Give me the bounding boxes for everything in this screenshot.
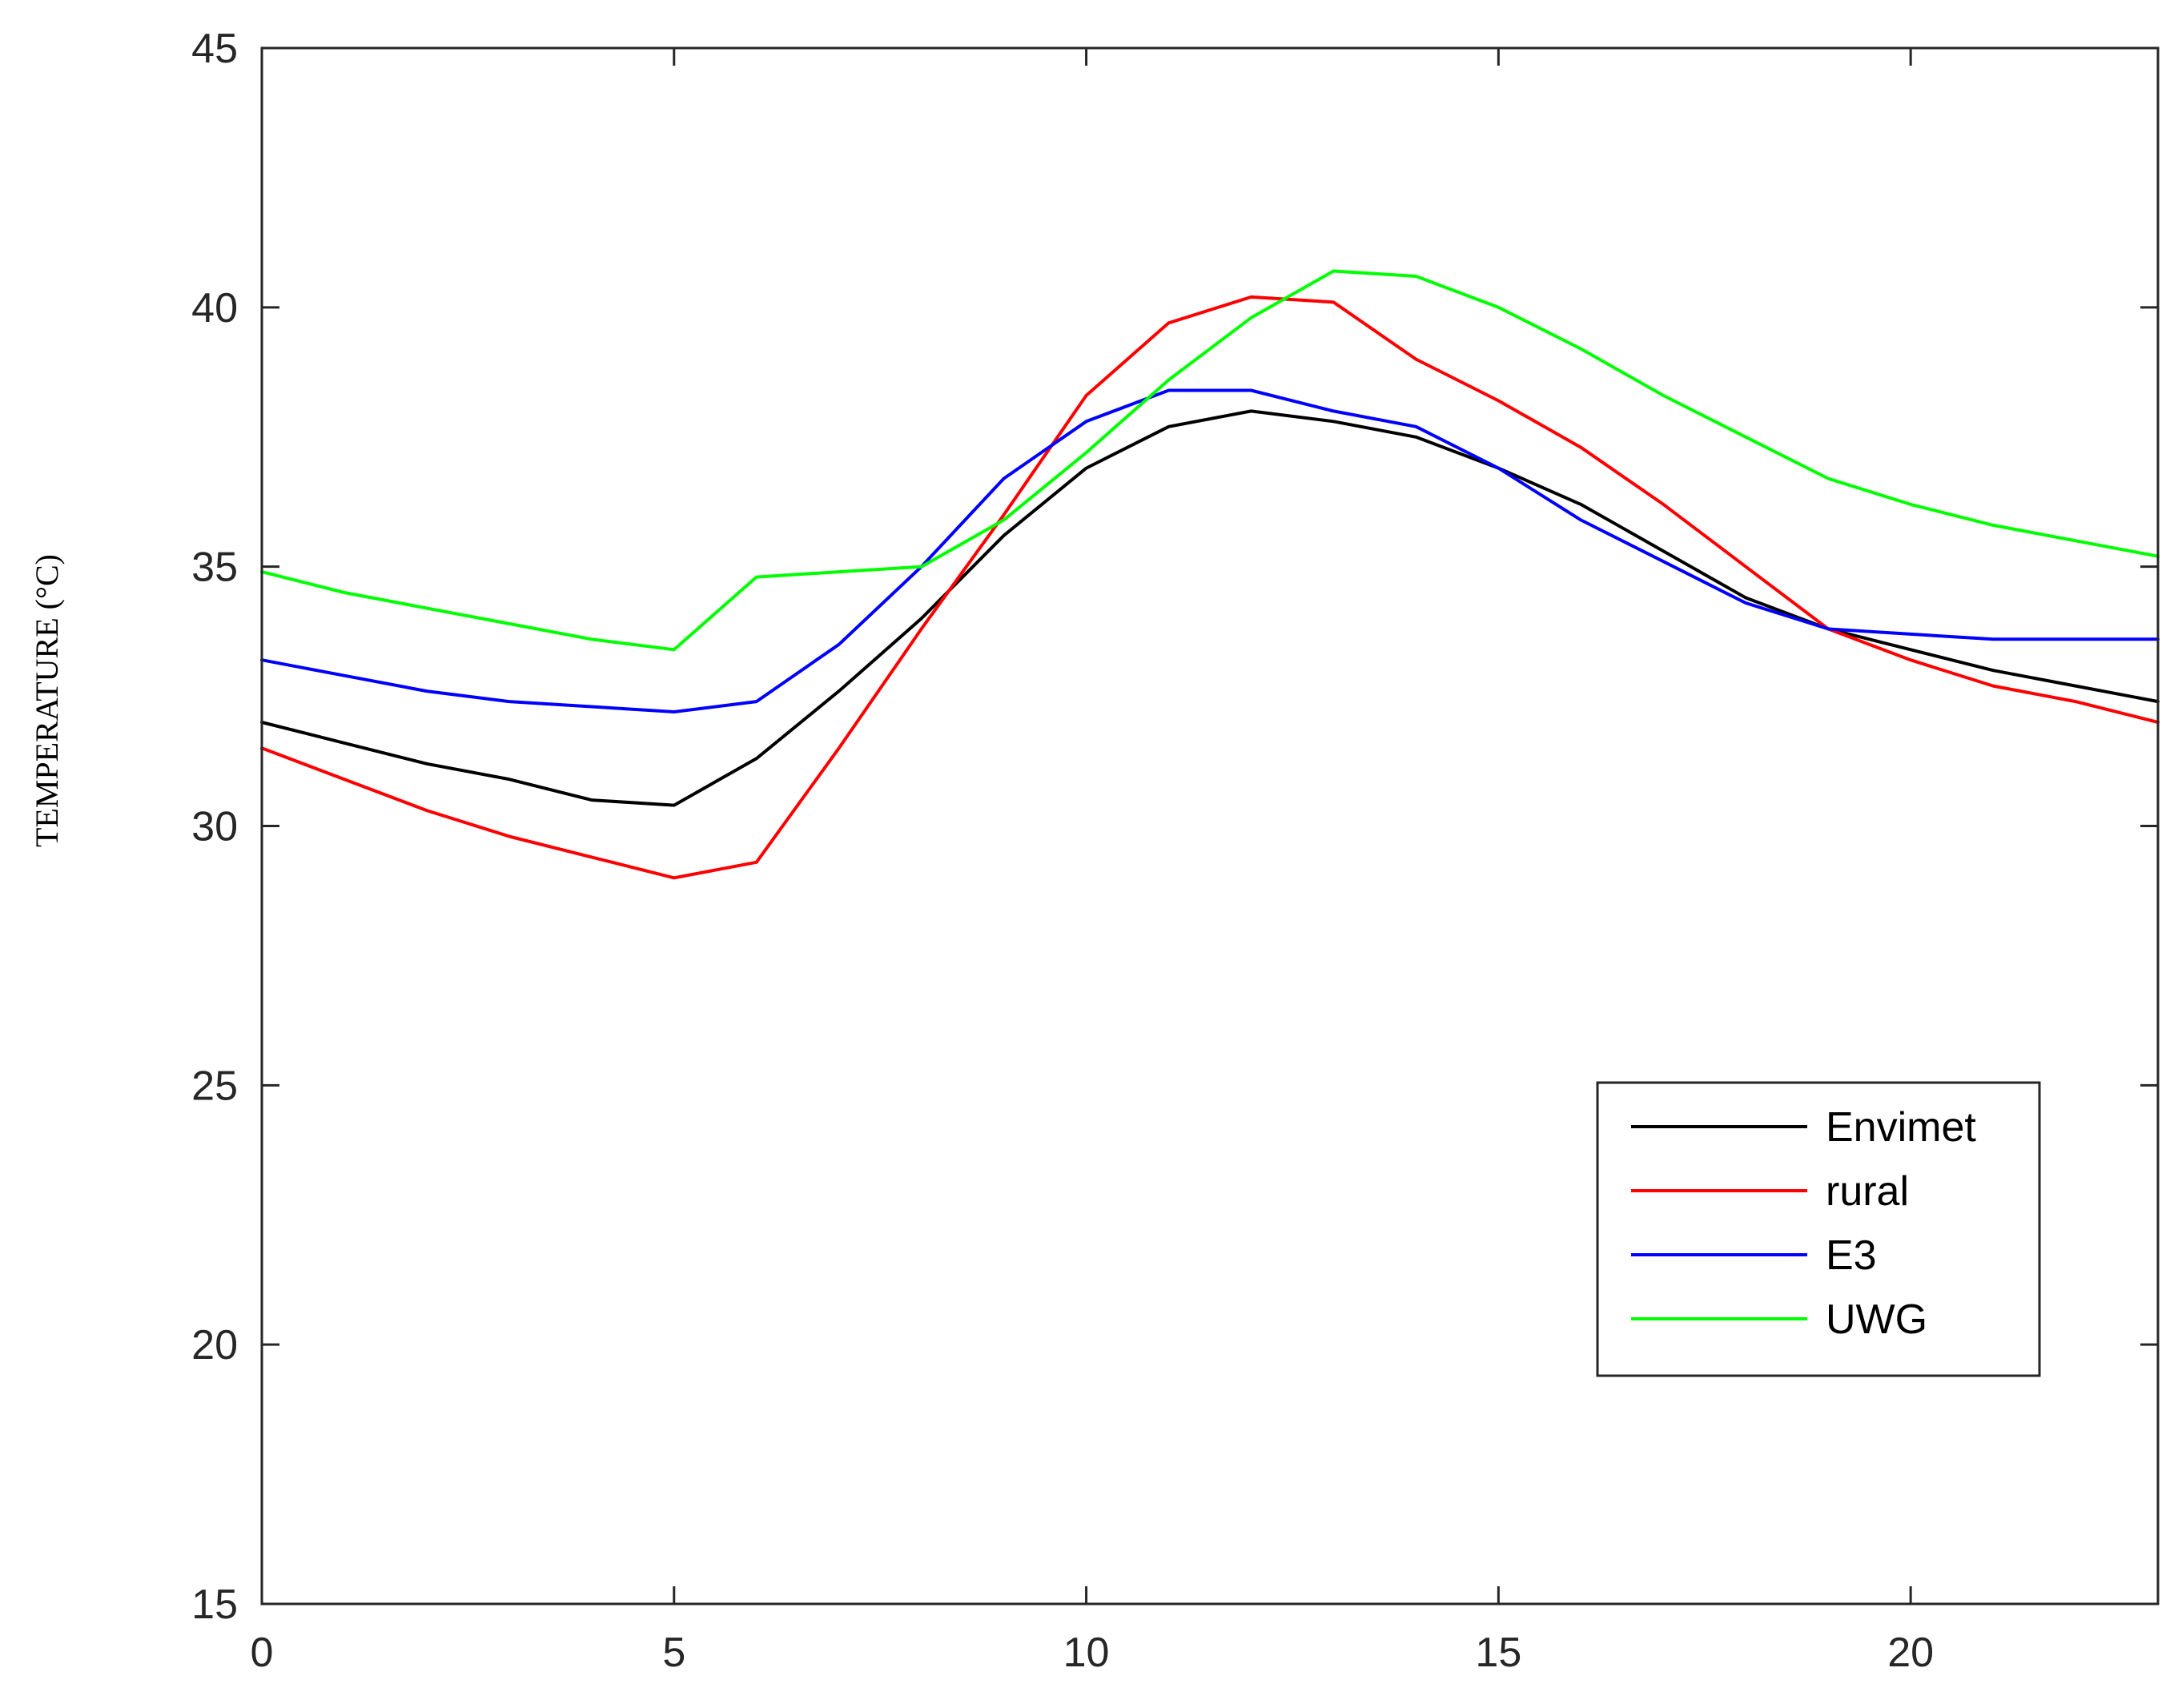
y-tick-label: 45 — [191, 26, 238, 72]
y-axis-title: TEMPERATURE (°C) — [29, 554, 65, 847]
x-tick-label: 10 — [1063, 1630, 1110, 1676]
legend-box — [1596, 1081, 2041, 1377]
ticks-layer: 0 5 10 15 20 15 20 25 30 35 40 45 — [191, 26, 2158, 1676]
y-tick-label: 25 — [191, 1063, 238, 1109]
legend-label-envimet: Envimet — [1826, 1104, 1976, 1151]
y-tick-label: 15 — [191, 1581, 238, 1628]
x-tick-label: 15 — [1475, 1630, 1521, 1676]
series-line-rural — [260, 295, 2160, 880]
y-tick-label: 35 — [191, 545, 238, 591]
legend: Envimet rural E3 UWG — [1596, 1081, 2041, 1377]
series-layer — [260, 269, 2160, 880]
legend-label-rural: rural — [1826, 1168, 1909, 1215]
legend-label-e3: E3 — [1826, 1232, 1877, 1279]
x-tick-label: 5 — [662, 1630, 685, 1676]
legend-label-uwg: UWG — [1826, 1296, 1927, 1343]
series-line-envimet — [260, 409, 2160, 807]
y-tick-label: 30 — [191, 804, 238, 850]
x-tick-label: 0 — [251, 1630, 274, 1676]
series-line-uwg — [260, 269, 2160, 652]
series-line-e3 — [260, 388, 2160, 713]
x-tick-label: 20 — [1887, 1630, 1934, 1676]
y-tick-label: 40 — [191, 285, 238, 332]
y-tick-label: 20 — [191, 1322, 238, 1368]
